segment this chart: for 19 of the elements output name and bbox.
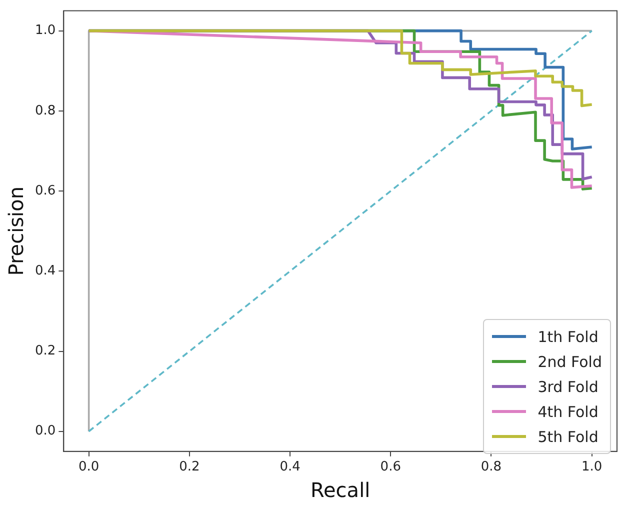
- y-tick-label: 0.8: [34, 103, 56, 118]
- legend-label: 2nd Fold: [538, 352, 602, 370]
- y-tick-label: 0.2: [34, 344, 56, 359]
- legend-label: 4th Fold: [538, 402, 598, 420]
- x-tick-label: 0.6: [380, 460, 401, 475]
- x-tick-label: 0.8: [480, 460, 502, 475]
- y-tick-label: 0.4: [34, 264, 56, 279]
- x-tick-label: 0.2: [179, 460, 200, 475]
- x-tick-label: 0.0: [78, 460, 100, 475]
- x-tick-label: 0.4: [280, 460, 300, 475]
- legend-label: 3rd Fold: [538, 378, 598, 396]
- y-axis-title: Precision: [4, 186, 28, 276]
- legend-label: 5th Fold: [538, 428, 598, 446]
- y-tick-label: 1.0: [34, 23, 56, 38]
- x-axis-title: Recall: [310, 478, 370, 502]
- y-tick-label: 0.6: [34, 183, 56, 198]
- legend-label: 1th Fold: [538, 328, 598, 346]
- x-tick-label: 1.0: [582, 460, 602, 475]
- y-tick-label: 0.0: [34, 424, 56, 439]
